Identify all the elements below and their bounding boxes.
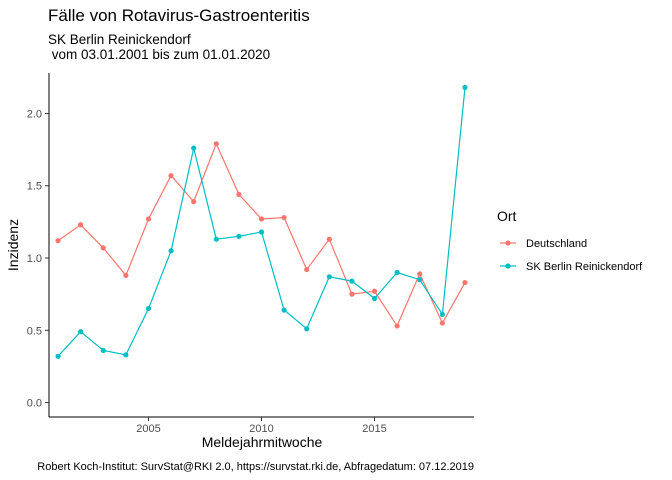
chart-caption: Robert Koch-Institut: SurvStat@RKI 2.0, … [37, 461, 474, 473]
legend-label: SK Berlin Reinickendorf [526, 261, 643, 273]
data-point [371, 295, 378, 302]
data-point [304, 266, 310, 273]
y-tick-label: 0.5 [27, 325, 42, 337]
y-tick-label: 2.0 [27, 108, 42, 120]
data-point [100, 347, 106, 354]
data-point [100, 245, 106, 251]
plot-series [55, 84, 468, 359]
data-point [213, 236, 219, 242]
y-tick-label: 1.0 [27, 253, 42, 265]
data-point [78, 329, 84, 335]
data-point [326, 274, 332, 280]
data-point [123, 272, 129, 278]
data-point [349, 291, 355, 297]
data-point [191, 199, 197, 205]
x-tick-label: 2015 [362, 423, 386, 435]
data-point [349, 278, 355, 284]
data-point [439, 311, 445, 317]
data-point [236, 233, 242, 239]
legend-key-point [505, 240, 511, 246]
data-point [123, 352, 129, 358]
y-ticks: 0.0 0.5 1.0 1.5 2.0 [27, 108, 49, 410]
y-tick-label: 0.0 [27, 398, 42, 410]
data-point [304, 326, 310, 332]
data-point [258, 229, 265, 235]
data-point [326, 236, 332, 242]
legend: Ort Deutschland SK Berlin Reinickendorf [497, 208, 643, 273]
x-ticks: 2005 2010 2015 [136, 417, 387, 435]
y-axis-label: Inzidenz [5, 219, 21, 271]
data-point [371, 288, 378, 294]
data-point [417, 277, 423, 283]
data-point [394, 269, 400, 276]
data-point [258, 216, 265, 222]
axes: 0.0 0.5 1.0 1.5 2.0 2005 2010 2015 [27, 73, 474, 435]
x-tick-label: 2005 [136, 423, 160, 435]
data-point [145, 305, 152, 312]
x-tick-label: 2010 [249, 423, 273, 435]
data-point [213, 141, 219, 147]
data-point [145, 216, 152, 222]
data-point [439, 320, 445, 326]
data-point [281, 307, 287, 313]
data-point [236, 191, 242, 198]
data-point [417, 271, 423, 277]
data-point [462, 84, 468, 91]
data-point [168, 173, 174, 179]
series-line [57, 142, 466, 328]
chart-subtitle-line1: SK Berlin Reinickendorf [48, 32, 191, 47]
chart-subtitle-line2: vom 03.01.2001 bis zum 01.01.2020 [48, 47, 270, 62]
series-line [57, 87, 466, 357]
legend-title: Ort [497, 208, 517, 224]
chart-title: Fälle von Rotavirus-Gastroenteritis [48, 6, 310, 25]
x-axis-label: Meldejahrmitwoche [202, 434, 323, 450]
data-point [55, 353, 61, 359]
data-point [191, 145, 197, 151]
data-point [55, 238, 61, 244]
data-point [394, 323, 400, 329]
data-point [462, 279, 468, 286]
data-point [168, 248, 174, 254]
data-point [281, 214, 287, 221]
legend-key-point [505, 263, 511, 269]
y-tick-label: 1.5 [27, 181, 42, 193]
legend-label: Deutschland [526, 238, 587, 250]
data-point [78, 222, 84, 228]
